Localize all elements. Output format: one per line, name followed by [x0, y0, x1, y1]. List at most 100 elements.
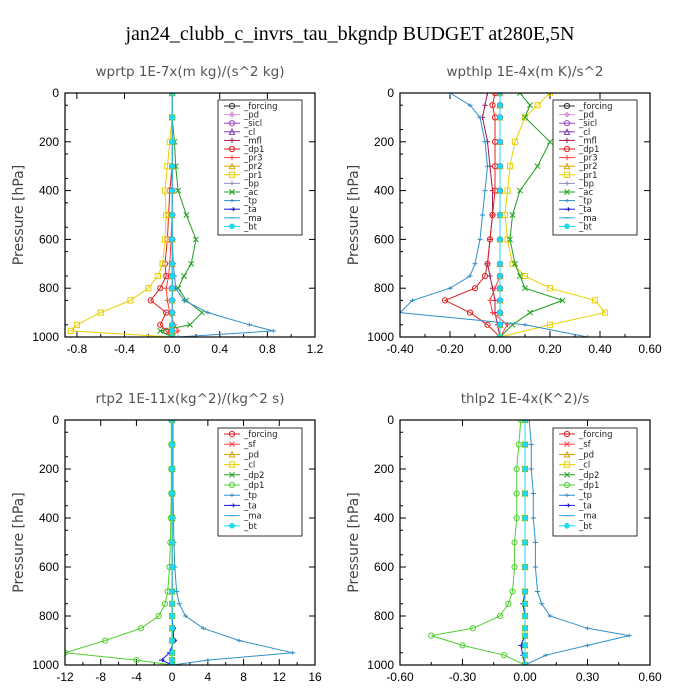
- panel-3-legend-marker-dp2: [229, 471, 235, 478]
- panel-1-xtick-label: 1.2: [307, 342, 324, 356]
- panel-4-series-dp1: [431, 420, 526, 665]
- panel-3-point-bt: [169, 649, 175, 656]
- panel-4-point-tp: [584, 643, 591, 648]
- panel-3-xtick-label: 0: [169, 670, 176, 684]
- panel-3-point-bt: [169, 466, 175, 472]
- panel-2-point-pr3: [492, 285, 498, 291]
- panel-1-legend-marker-tp: [229, 198, 235, 203]
- panel-4-legend-marker-pd: [563, 450, 571, 458]
- panel-1: wprtp 1E-7x(m kg)/(s^2 kg) Pressure [hPa]…: [11, 64, 324, 356]
- panel-2-point-dp1: [471, 285, 479, 292]
- panel-4-title: thlp2 1E-4x(K^2)/s: [461, 391, 590, 407]
- panel-2-legend-marker-ac: [564, 189, 570, 195]
- panel-4-point-tp: [543, 653, 549, 658]
- panel-4-point-tp: [528, 467, 534, 471]
- panel-4-point-tp: [532, 540, 539, 545]
- panel-2-point-tp: [482, 139, 488, 144]
- panel-2-point-tp: [447, 93, 453, 95]
- panel-2-point-tp: [477, 115, 483, 120]
- panel-4-point-dp1: [505, 600, 512, 607]
- panel-1-legend-label: _tp: [243, 197, 257, 207]
- panel-1-legend-marker-forcing: [228, 102, 236, 110]
- panel-3-legend-label: _ma: [243, 512, 262, 522]
- panel-1-ytick-label: 200: [39, 135, 59, 149]
- panel-3-point-bt: [169, 613, 175, 619]
- panel-1-point-bt: [169, 328, 175, 334]
- panel-4-point-dp1: [513, 465, 520, 473]
- panel-2-point-tp: [522, 322, 528, 327]
- panel-2-frame: [399, 92, 651, 338]
- panel-4-frame: [399, 419, 651, 666]
- panel-2-point-ac: [522, 114, 528, 121]
- panel-1-point-pr1: [161, 187, 169, 194]
- panel-1-legend-label: _bt: [243, 222, 258, 232]
- panel-1-point-bt: [169, 236, 175, 243]
- panel-3-title: rtp2 1E-11x(kg^2)/(kg^2 s): [96, 391, 285, 407]
- panel-2-point-pr3: [489, 310, 496, 316]
- panel-2-point-pr1: [591, 297, 599, 304]
- panel-2-legend-label: _forcing: [578, 102, 613, 112]
- panel-3-point-bt: [169, 588, 175, 595]
- panel-3-point-bt: [169, 420, 175, 423]
- panel-2-point-ac: [512, 260, 518, 267]
- panel-3-legend-label: _bt: [243, 522, 258, 532]
- panel-1-ytick-label: 1000: [32, 330, 59, 344]
- panel-1-point-bt: [169, 309, 175, 316]
- panel-4-point-dp1: [517, 420, 524, 424]
- panel-2-point-pr1: [506, 163, 514, 170]
- panel-2-legend-label: _pr3: [578, 154, 598, 164]
- panel-3-legend-marker-sf: [229, 441, 235, 448]
- panel-3-legend-marker-forcing: [228, 430, 236, 438]
- panel-4-point-dp1: [469, 625, 477, 632]
- panel-2-point-bt: [497, 297, 503, 304]
- panel-1-legend-label: _bp: [243, 179, 259, 189]
- panel-3-point-dp1: [133, 657, 140, 664]
- panel-1-ytick-label: 0: [52, 86, 59, 100]
- panel-2-point-tp: [409, 298, 416, 303]
- panel-2-legend-marker-tp: [564, 198, 570, 203]
- panel-2-point-bt: [497, 187, 503, 194]
- panel-2-legend-marker-bt: [564, 223, 570, 230]
- panel-2-point-pr1: [546, 321, 554, 328]
- panel-3-legend: _forcing_sf_pd_cl_dp2_dp1_tp_ta_ma_bt: [217, 427, 303, 537]
- panel-1-xtick-label: 0.0: [164, 342, 181, 356]
- panel-4-ytick-label: 1000: [367, 658, 394, 672]
- panel-1-xtick-label: 0.8: [259, 342, 276, 356]
- panel-1-point-dp1: [157, 285, 164, 292]
- panel-2-legend-label: _pr1: [578, 171, 598, 181]
- panel-3-series-dp1: [65, 420, 173, 665]
- panel-1-xtick-label: -0.8: [67, 342, 88, 356]
- panel-2-point-ac: [517, 93, 523, 96]
- panel-4-ytick-label: 400: [374, 511, 394, 525]
- panel-1-legend-label: _mfl: [243, 136, 262, 146]
- panel-2-series-group: [400, 93, 609, 337]
- panel-2-legend-label: _tp: [578, 197, 592, 207]
- panel-1-point-bt: [169, 273, 175, 279]
- panel-4-point-bt: [522, 662, 528, 665]
- panel-4-point-tp: [539, 601, 545, 606]
- panel-4-point-dp1: [511, 539, 518, 546]
- panel-1-legend-marker-pr3: [229, 155, 235, 161]
- panel-4-legend-marker-sf: [564, 441, 570, 448]
- panel-4-legend-marker-bt: [564, 522, 570, 529]
- panel-3-legend-label: _forcing: [243, 430, 278, 440]
- panel-3-point-bt: [169, 625, 175, 632]
- panel-1-legend-label: _ac: [243, 188, 258, 198]
- panel-1-legend-label: _sicl: [243, 119, 262, 129]
- panel-1-series-group: [67, 93, 276, 337]
- panel-4-point-tp: [584, 626, 591, 631]
- panel-3-point-tp: [290, 650, 296, 655]
- panel-1-point-bt: [169, 260, 175, 267]
- panel-1-legend-label: _pr1: [243, 171, 263, 181]
- panel-4: thlp2 1E-4x(K^2)/s Pressure [hPa] 0 200 400 6…: [346, 391, 662, 684]
- panel-2-legend-label: _pd: [578, 111, 594, 121]
- panel-2-legend-label: _ma: [578, 214, 597, 224]
- panel-2-title: wpthlp 1E-4x(m K)/s^2: [447, 64, 604, 80]
- panel-1-point-bt: [169, 285, 175, 292]
- panel-2-ytick-label: 200: [374, 135, 394, 149]
- panel-1-legend-label: _pr3: [243, 154, 263, 164]
- panel-4-xtick-label: -0.60: [386, 670, 414, 684]
- panel-2-legend-label: _bt: [578, 222, 593, 232]
- panel-1-legend-marker-bt: [229, 223, 235, 230]
- panel-4-legend-marker-ta: [564, 503, 571, 508]
